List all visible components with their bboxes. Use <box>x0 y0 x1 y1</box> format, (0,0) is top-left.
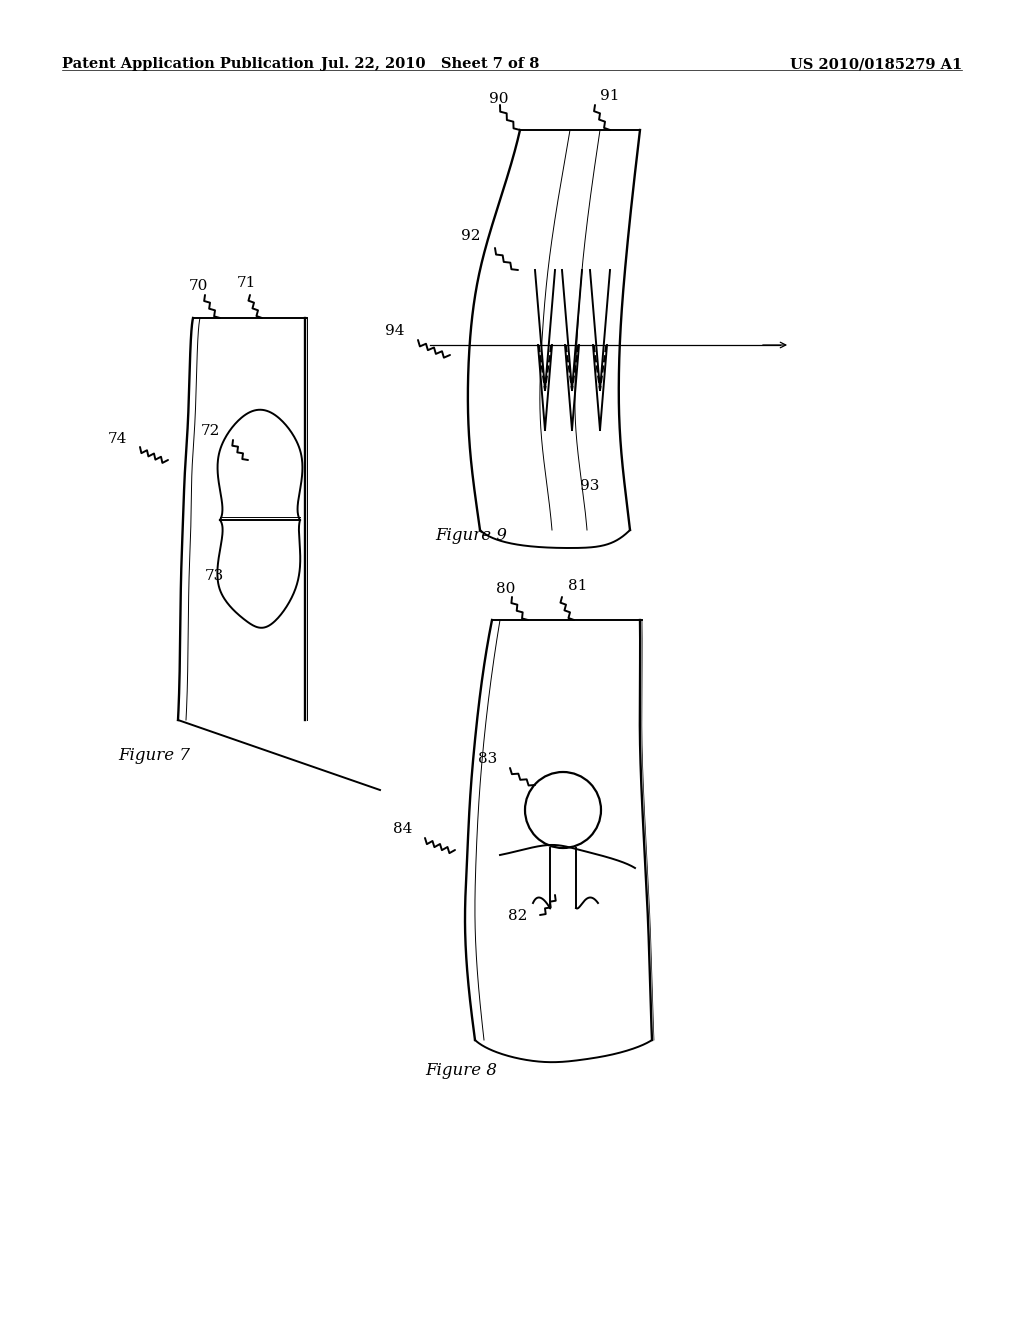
Text: 73: 73 <box>205 569 224 583</box>
Text: 94: 94 <box>385 323 406 338</box>
Text: 80: 80 <box>496 582 515 597</box>
Text: 90: 90 <box>489 92 509 106</box>
Text: Figure 9: Figure 9 <box>435 527 507 544</box>
Text: US 2010/0185279 A1: US 2010/0185279 A1 <box>790 57 962 71</box>
Text: 70: 70 <box>188 279 208 293</box>
Text: Figure 8: Figure 8 <box>425 1063 497 1078</box>
Text: 74: 74 <box>108 432 127 446</box>
Text: 93: 93 <box>580 479 599 492</box>
Text: Patent Application Publication: Patent Application Publication <box>62 57 314 71</box>
Text: 92: 92 <box>461 228 480 243</box>
Text: 72: 72 <box>201 424 220 438</box>
Text: 82: 82 <box>508 909 527 923</box>
Text: 83: 83 <box>478 752 497 766</box>
Text: 84: 84 <box>392 822 412 836</box>
Text: 91: 91 <box>600 88 620 103</box>
Text: 81: 81 <box>568 579 588 593</box>
Text: 71: 71 <box>237 276 256 290</box>
Text: Figure 7: Figure 7 <box>118 747 190 764</box>
Text: Jul. 22, 2010   Sheet 7 of 8: Jul. 22, 2010 Sheet 7 of 8 <box>321 57 540 71</box>
